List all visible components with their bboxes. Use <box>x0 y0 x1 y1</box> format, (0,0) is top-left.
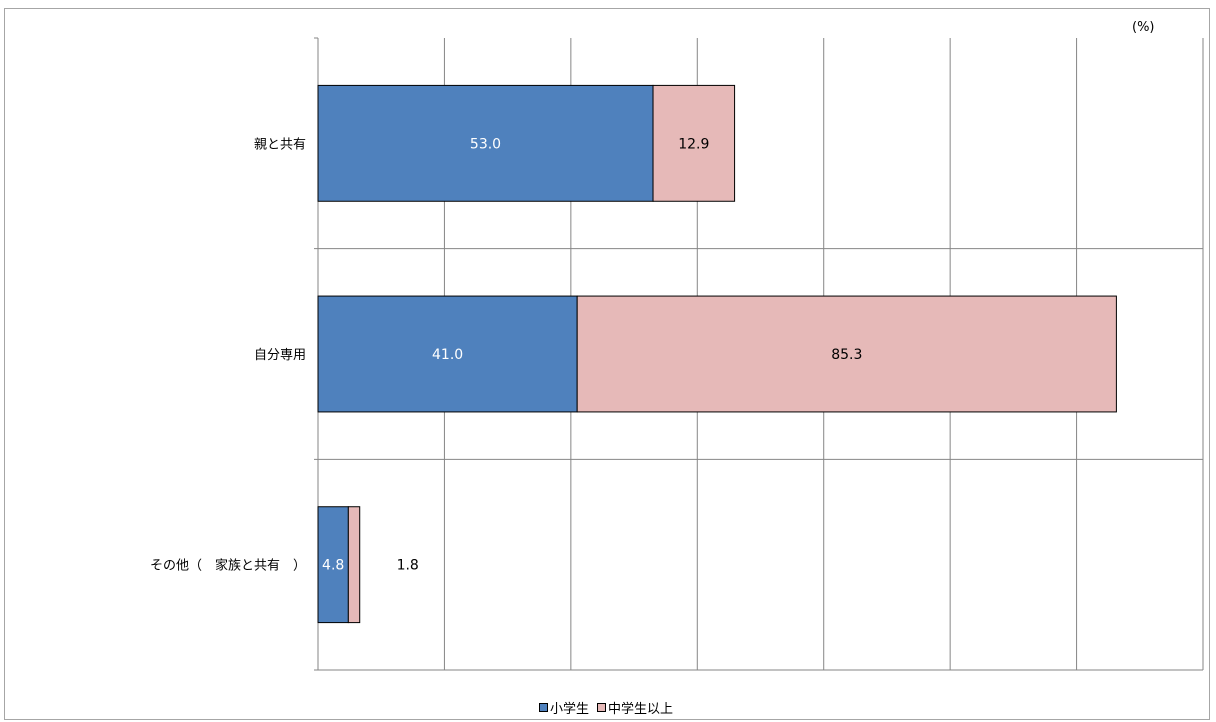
data-label: 85.3 <box>831 347 862 363</box>
bar-series-2 <box>347 506 361 624</box>
bar-series-1 <box>317 295 578 413</box>
data-label: 53.0 <box>470 136 501 152</box>
category-label: その他（ 家族と共有 ） <box>150 558 306 574</box>
category-label: 自分専用 <box>254 348 306 363</box>
legend-item-series-1: 小学生 <box>539 698 589 717</box>
legend: 小学生 中学生以上 <box>539 698 681 717</box>
bar-series-2 <box>652 84 736 202</box>
legend-label-series-1: 小学生 <box>550 702 590 717</box>
legend-swatch-series-1 <box>539 703 548 712</box>
unit-label: (%) <box>1132 20 1155 35</box>
bar-series-2 <box>576 295 1117 413</box>
data-label: 12.9 <box>678 136 709 152</box>
category-label: 親と共有 <box>254 137 306 152</box>
legend-item-series-2: 中学生以上 <box>597 698 673 717</box>
data-label: 4.8 <box>322 558 344 574</box>
bar-series-1 <box>317 84 654 202</box>
data-label: 1.8 <box>397 558 419 574</box>
legend-swatch-series-2 <box>597 703 607 712</box>
bar-series-1 <box>317 506 349 624</box>
data-label: 41.0 <box>432 347 463 363</box>
legend-label-series-2: 中学生以上 <box>608 702 674 717</box>
